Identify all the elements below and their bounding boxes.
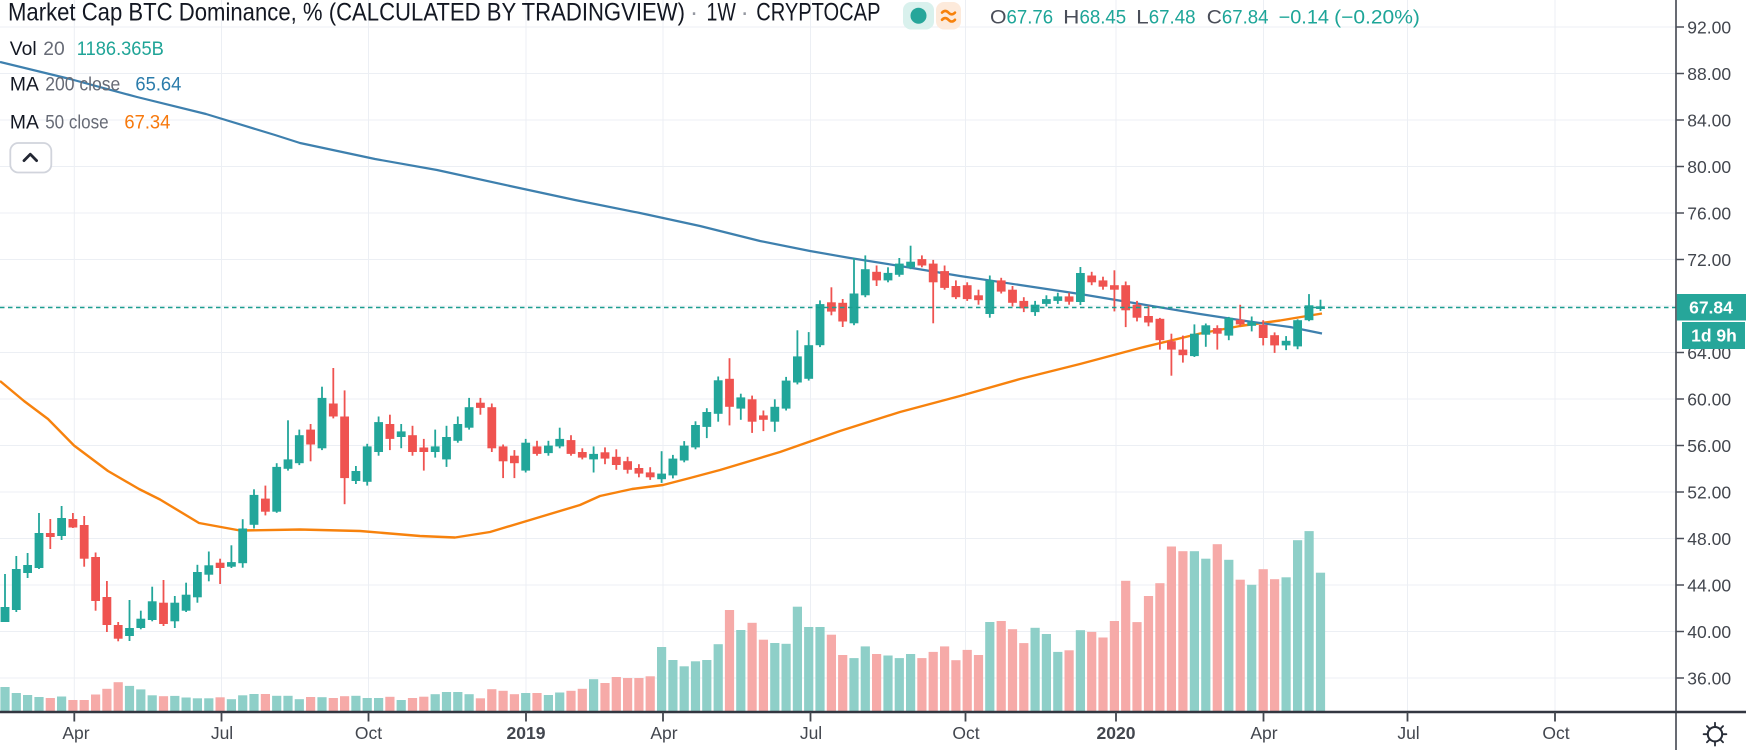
svg-text:Oct: Oct	[1542, 723, 1569, 743]
svg-text:76.00: 76.00	[1687, 203, 1731, 223]
svg-text:Apr: Apr	[1250, 723, 1277, 743]
svg-text:68.45: 68.45	[1080, 7, 1127, 28]
svg-text:1186.365B: 1186.365B	[77, 39, 164, 60]
svg-text:Apr: Apr	[650, 723, 677, 743]
svg-text:Jul: Jul	[800, 723, 822, 743]
svg-text:52.00: 52.00	[1687, 482, 1731, 502]
svg-text:20: 20	[43, 39, 64, 60]
svg-text:48.00: 48.00	[1687, 529, 1731, 549]
svg-text:MA: MA	[10, 113, 39, 134]
svg-text:60.00: 60.00	[1687, 389, 1731, 409]
svg-text:1W: 1W	[707, 0, 737, 27]
svg-text:·: ·	[690, 0, 698, 27]
svg-text:Oct: Oct	[952, 723, 979, 743]
svg-text:36.00: 36.00	[1687, 668, 1731, 688]
svg-text:65.64: 65.64	[135, 75, 181, 96]
svg-text:L: L	[1136, 7, 1149, 28]
svg-text:CRYPTOCAP: CRYPTOCAP	[756, 0, 880, 27]
svg-text:80.00: 80.00	[1687, 157, 1731, 177]
svg-text:40.00: 40.00	[1687, 622, 1731, 642]
svg-text:67.34: 67.34	[124, 113, 170, 134]
svg-text:−0.14: −0.14	[1279, 7, 1330, 28]
svg-text:Jul: Jul	[1397, 723, 1419, 743]
svg-text:Jul: Jul	[211, 723, 233, 743]
svg-text:56.00: 56.00	[1687, 436, 1731, 456]
svg-text:2019: 2019	[507, 723, 546, 743]
svg-text:50 close: 50 close	[45, 113, 108, 134]
svg-text:Vol: Vol	[10, 39, 37, 60]
svg-text:67.84: 67.84	[1689, 298, 1733, 318]
svg-text:Oct: Oct	[355, 723, 382, 743]
svg-text:MA: MA	[10, 75, 39, 96]
svg-text:·: ·	[741, 0, 749, 27]
svg-text:C: C	[1207, 7, 1222, 28]
svg-text:O: O	[990, 7, 1007, 28]
svg-text:2020: 2020	[1097, 723, 1136, 743]
svg-text:H: H	[1063, 7, 1079, 28]
svg-text:92.00: 92.00	[1687, 17, 1731, 37]
svg-text:88.00: 88.00	[1687, 64, 1731, 84]
svg-text:(−0.20%): (−0.20%)	[1334, 7, 1420, 28]
svg-text:Market Cap BTC Dominance, % (C: Market Cap BTC Dominance, % (CALCULATED …	[8, 0, 685, 27]
svg-text:72.00: 72.00	[1687, 250, 1731, 270]
svg-text:Apr: Apr	[62, 723, 89, 743]
svg-text:84.00: 84.00	[1687, 110, 1731, 130]
svg-text:200 close: 200 close	[45, 75, 120, 96]
svg-text:1d 9h: 1d 9h	[1691, 326, 1737, 346]
svg-text:44.00: 44.00	[1687, 575, 1731, 595]
svg-text:67.76: 67.76	[1007, 7, 1054, 28]
svg-text:67.84: 67.84	[1222, 7, 1269, 28]
svg-text:67.48: 67.48	[1149, 7, 1196, 28]
